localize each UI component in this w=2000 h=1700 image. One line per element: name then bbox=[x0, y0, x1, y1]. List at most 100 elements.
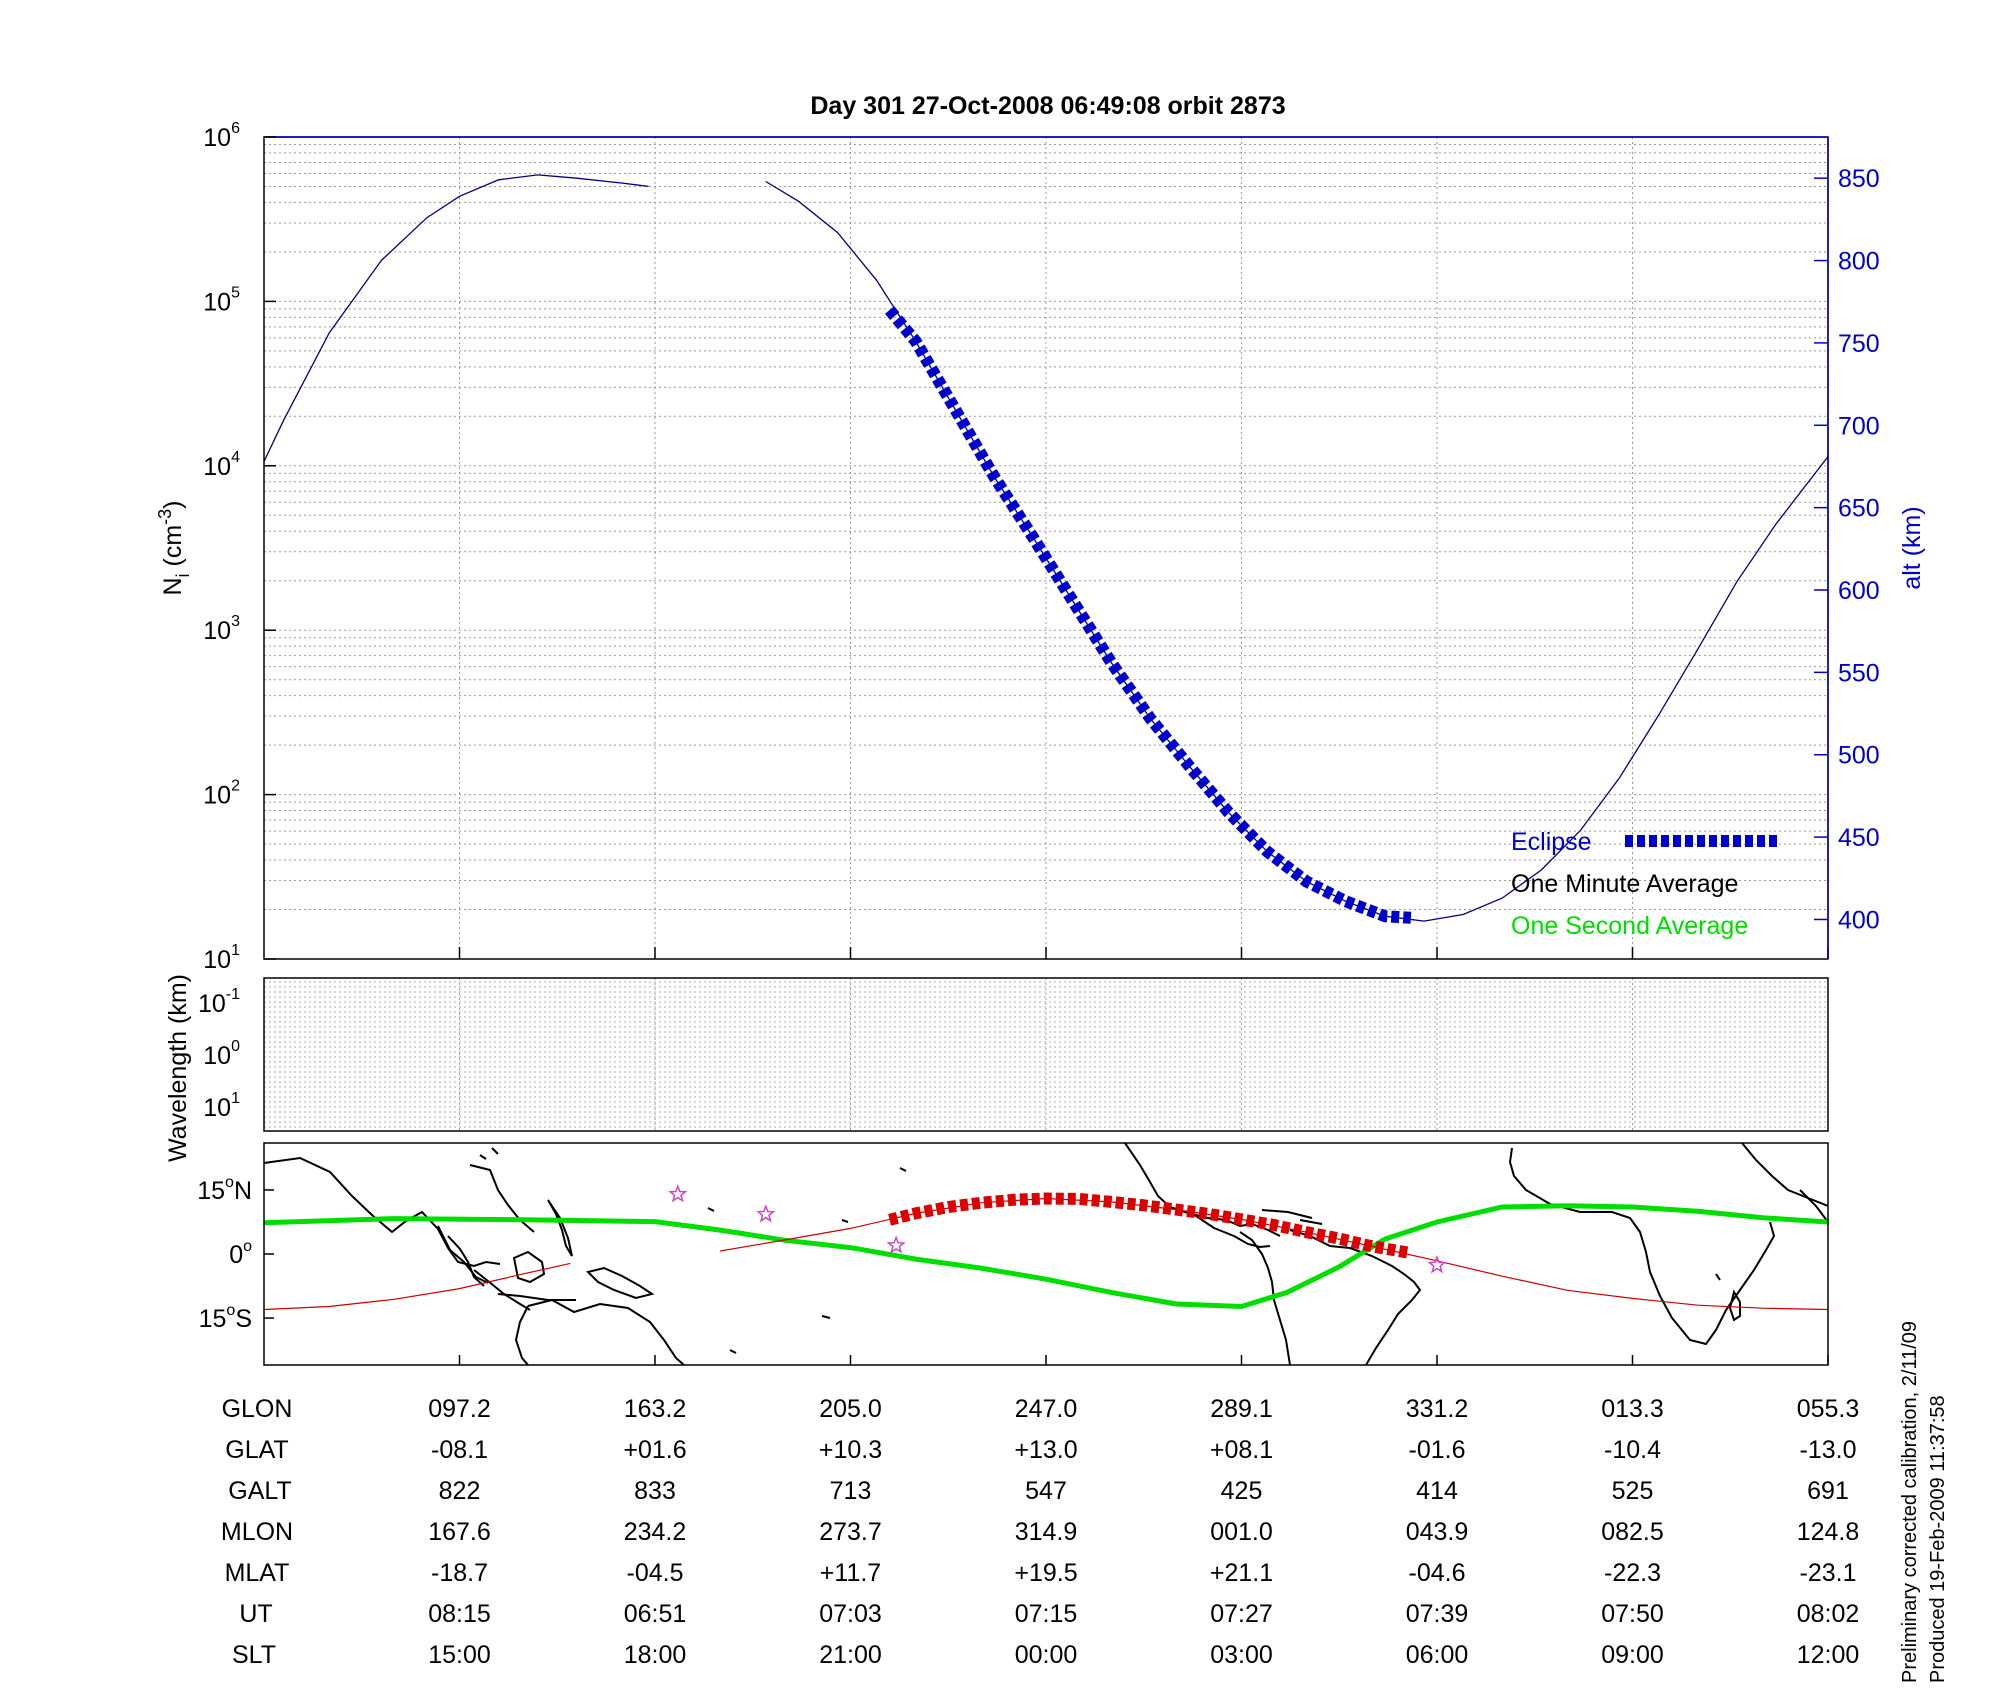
table-cell: +13.0 bbox=[1014, 1436, 1077, 1464]
table-cell: 425 bbox=[1221, 1477, 1263, 1505]
density-tick-label: 102 bbox=[203, 778, 240, 810]
wavelength-axis-label: Wavelength (km) bbox=[164, 974, 192, 1162]
station-star-icon bbox=[886, 1235, 906, 1254]
wavelength-tick-base: 10 bbox=[203, 1042, 231, 1070]
station-star-icon bbox=[1427, 1255, 1447, 1274]
density-panel-series bbox=[263, 174, 1829, 924]
table-cell: 06:00 bbox=[1406, 1641, 1469, 1669]
table-row-label: GLAT bbox=[225, 1436, 288, 1464]
degree-symbol: o bbox=[225, 1174, 234, 1191]
table-cell: 833 bbox=[634, 1477, 676, 1505]
altitude-tick-label: 650 bbox=[1838, 495, 1880, 523]
latitude-tick-label: 0o bbox=[229, 1238, 252, 1269]
table-cell: 18:00 bbox=[624, 1641, 687, 1669]
table-cell: 547 bbox=[1025, 1477, 1067, 1505]
coastline-java bbox=[497, 1293, 576, 1301]
table-cell: 055.3 bbox=[1797, 1395, 1860, 1423]
density-label-sup: -3 bbox=[155, 509, 175, 525]
table-cell: 06:51 bbox=[624, 1600, 687, 1628]
density-tick-label: 105 bbox=[203, 284, 240, 316]
density-tick-base: 10 bbox=[203, 946, 231, 974]
degree-symbol: o bbox=[226, 1302, 235, 1319]
legend-one-second-average-label: One Second Average bbox=[1511, 912, 1748, 940]
table-cell: 12:00 bbox=[1797, 1641, 1860, 1669]
orbit-track-line bbox=[264, 1262, 571, 1311]
table-cell: 289.1 bbox=[1210, 1395, 1273, 1423]
latitude-degrees: 0 bbox=[229, 1241, 243, 1269]
table-cell: 043.9 bbox=[1406, 1518, 1469, 1546]
coastline-south-america-east bbox=[1289, 1229, 1422, 1365]
table-cell: 07:03 bbox=[819, 1600, 882, 1628]
density-tick-exponent: 1 bbox=[231, 942, 240, 959]
latitude-tick-label: 15oN bbox=[197, 1174, 252, 1205]
coastline-australia bbox=[527, 1298, 685, 1365]
table-row-label: MLAT bbox=[225, 1559, 290, 1587]
table-cell: 21:00 bbox=[819, 1641, 882, 1669]
table-cell: +11.7 bbox=[820, 1559, 881, 1587]
coastline-borneo bbox=[512, 1250, 546, 1284]
latitude-tick-label: 15oS bbox=[199, 1302, 252, 1333]
table-cell: 247.0 bbox=[1015, 1395, 1078, 1423]
table-cell: -18.7 bbox=[431, 1559, 488, 1587]
density-axis-label: Ni (cm-3) bbox=[155, 500, 193, 595]
table-cell: -23.1 bbox=[1800, 1559, 1857, 1587]
chart-title: Day 301 27-Oct-2008 06:49:08 orbit 2873 bbox=[810, 92, 1285, 120]
altitude-tick-label: 700 bbox=[1838, 412, 1880, 440]
station-star-icon bbox=[756, 1204, 776, 1223]
density-label-open: (cm bbox=[159, 525, 187, 574]
orbit-parameter-table: GLON GLAT GALT MLON MLAT UT SLT 097.2 -08.1 822 16… bbox=[221, 1395, 1859, 1669]
eclipse-segment bbox=[884, 306, 1412, 924]
table-row-label: GLON bbox=[222, 1395, 293, 1423]
coastline-india bbox=[1799, 1189, 1828, 1223]
altitude-axis-ticks: 400 450 500 550 600 650 700 750 800 850 bbox=[1814, 165, 1880, 934]
altitude-tick-label: 850 bbox=[1838, 165, 1880, 193]
table-row-label: SLT bbox=[232, 1641, 276, 1669]
map-panel-series bbox=[264, 1184, 1828, 1311]
wavelength-tick-label: 101 bbox=[203, 1090, 240, 1122]
density-tick-exponent: 3 bbox=[231, 613, 240, 630]
table-cell: +21.1 bbox=[1210, 1559, 1273, 1587]
altitude-tick-label: 500 bbox=[1838, 742, 1880, 770]
density-tick-exponent: 4 bbox=[231, 449, 240, 466]
wavelength-tick-exponent: 1 bbox=[231, 1090, 240, 1107]
table-cell: 00:00 bbox=[1015, 1641, 1078, 1669]
altitude-tick-label: 400 bbox=[1838, 906, 1880, 934]
density-tick-exponent: 2 bbox=[231, 778, 240, 795]
table-cell: 07:39 bbox=[1406, 1600, 1469, 1628]
table-row-label: UT bbox=[239, 1600, 272, 1628]
altitude-axis-label: alt (km) bbox=[1898, 506, 1926, 589]
density-tick-exponent: 5 bbox=[231, 284, 240, 301]
table-cell: -22.3 bbox=[1604, 1559, 1661, 1587]
density-tick-label: 103 bbox=[203, 613, 240, 645]
coastline-southeast-asia bbox=[437, 1225, 489, 1284]
coastline-caribbean bbox=[1261, 1209, 1323, 1225]
dip-equator-line bbox=[264, 1203, 1828, 1310]
wavelength-tick-label: 10-1 bbox=[198, 986, 240, 1018]
table-row-label: GALT bbox=[228, 1477, 291, 1505]
table-cell: -04.6 bbox=[1409, 1559, 1466, 1587]
table-cell: -13.0 bbox=[1800, 1436, 1857, 1464]
table-cell: 414 bbox=[1416, 1477, 1458, 1505]
legend-one-minute-average-label: One Minute Average bbox=[1511, 870, 1738, 898]
coastline-south-america-west bbox=[1239, 1231, 1291, 1365]
table-cell: 525 bbox=[1612, 1477, 1654, 1505]
table-cell: +08.1 bbox=[1210, 1436, 1273, 1464]
density-tick-base: 10 bbox=[203, 124, 231, 152]
table-cell: 07:27 bbox=[1210, 1600, 1273, 1628]
hemisphere-letter: S bbox=[235, 1305, 252, 1333]
wavelength-tick-base: 10 bbox=[198, 990, 226, 1018]
coastline-arabia bbox=[1741, 1143, 1828, 1207]
table-cell: 314.9 bbox=[1015, 1518, 1078, 1546]
legend: Eclipse One Minute Average One Second Av… bbox=[1511, 828, 1780, 940]
coastline-north-america bbox=[1124, 1143, 1281, 1237]
degree-symbol: o bbox=[243, 1238, 252, 1255]
altitude-tick-label: 550 bbox=[1838, 659, 1880, 687]
wavelength-tick-label: 100 bbox=[203, 1038, 240, 1070]
table-cell: -10.4 bbox=[1604, 1436, 1661, 1464]
table-cell: 822 bbox=[439, 1477, 481, 1505]
density-tick-label: 101 bbox=[203, 942, 240, 974]
table-row-label: MLON bbox=[221, 1518, 293, 1546]
station-star-icon bbox=[668, 1184, 688, 1203]
